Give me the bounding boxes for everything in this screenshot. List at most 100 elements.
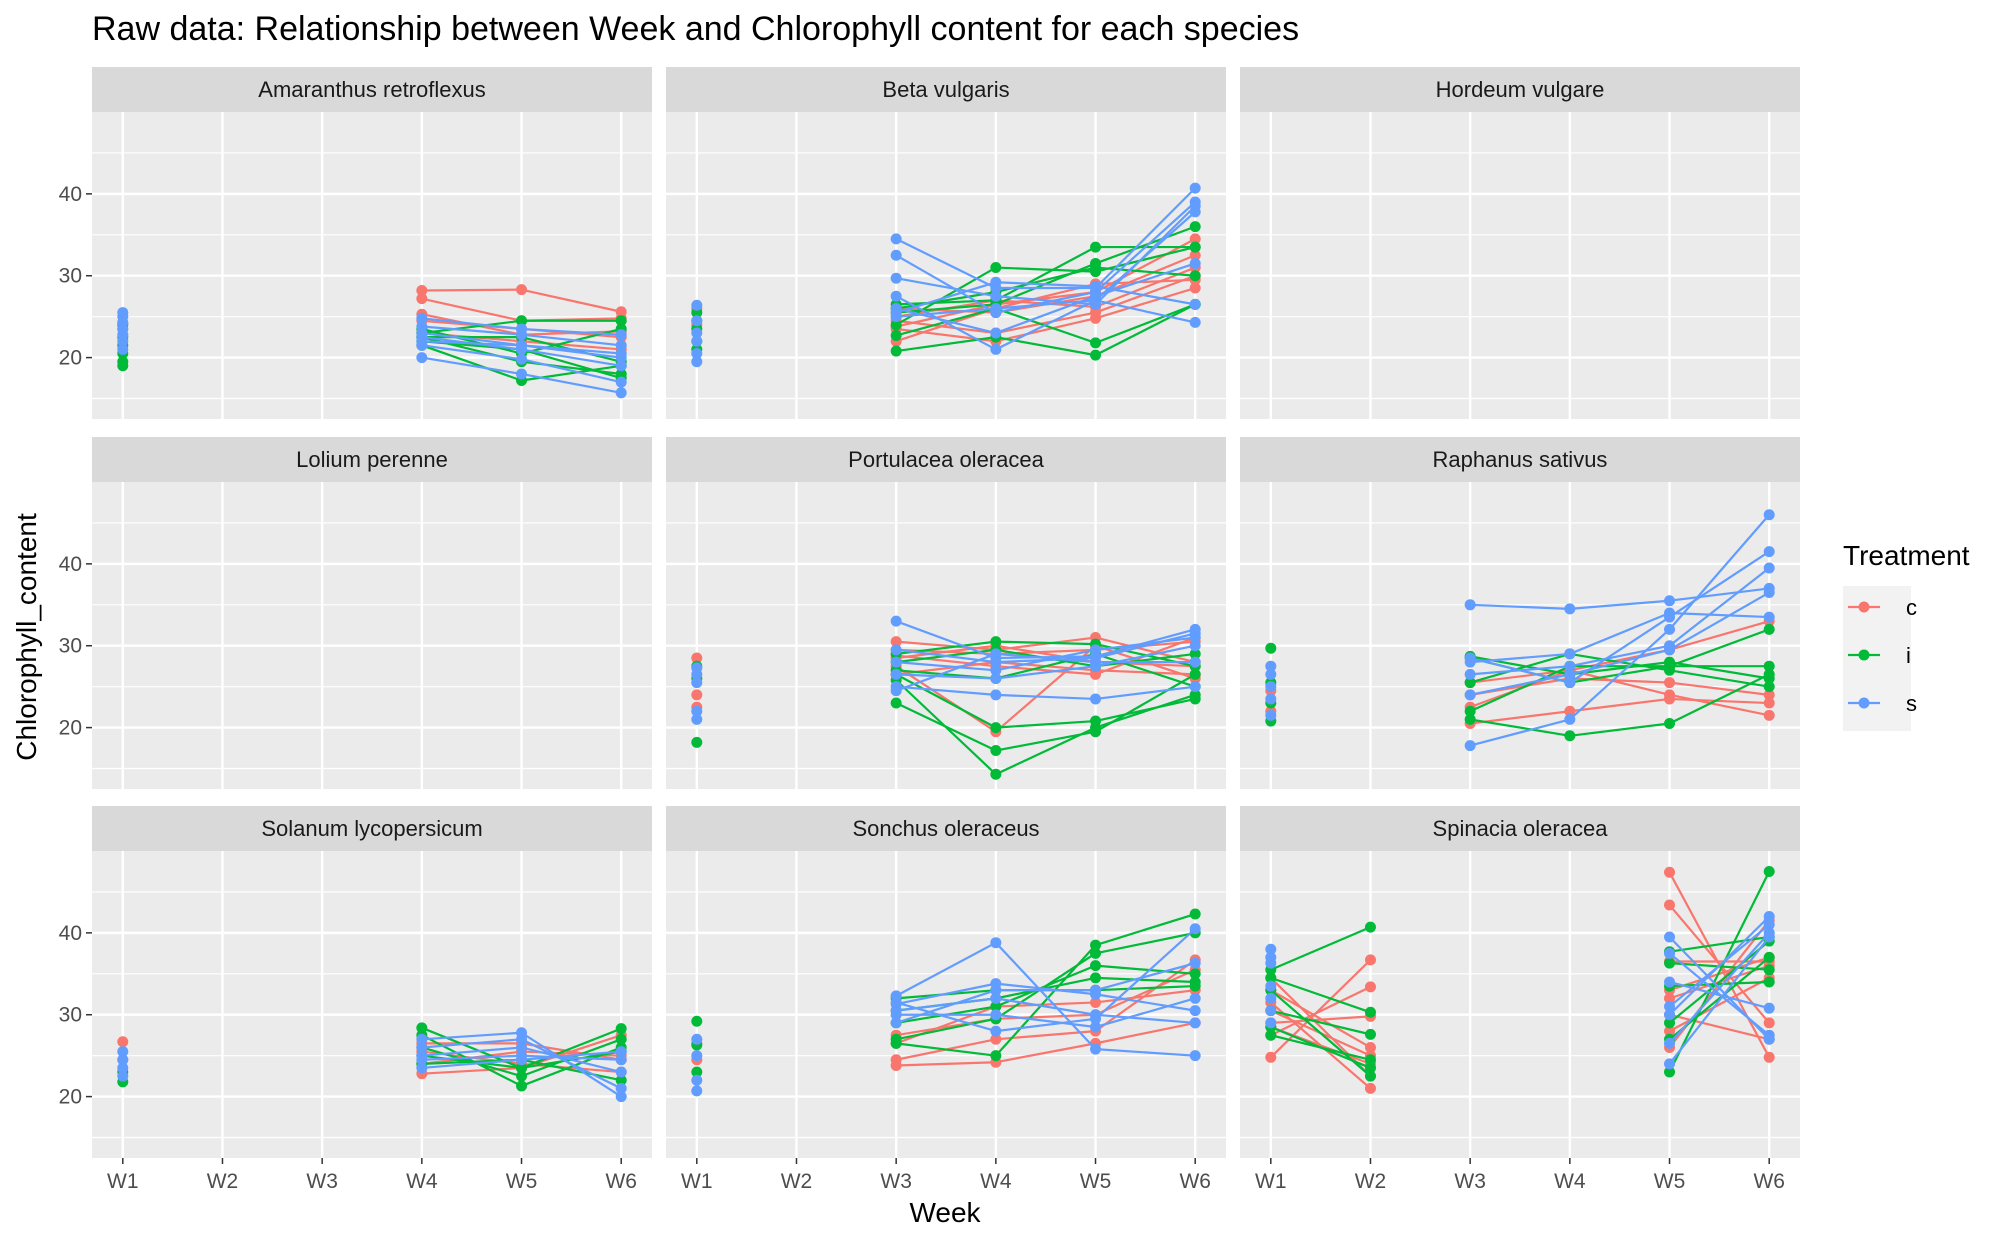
- data-point: [691, 677, 703, 689]
- series-line-segment: [1270, 1034, 1371, 1061]
- series-line-segment: [1270, 985, 1371, 1037]
- data-point: [1364, 981, 1376, 993]
- series-line-segment: [1569, 644, 1670, 668]
- series-line-segment: [1094, 211, 1196, 302]
- series-line-segment: [1669, 620, 1770, 651]
- data-point: [1763, 865, 1775, 877]
- data-point: [416, 1041, 428, 1053]
- data-point: [1189, 233, 1201, 245]
- series-line-segment: [896, 997, 996, 1012]
- series-line-segment: [521, 1027, 622, 1069]
- series-line-segment: [895, 295, 997, 351]
- y-tick-label: 20: [59, 1086, 82, 1109]
- data-point: [1090, 972, 1102, 984]
- series-line-segment: [521, 344, 622, 359]
- data-point: [516, 1054, 528, 1066]
- data-point: [990, 1033, 1002, 1045]
- plot-background: [666, 482, 1226, 789]
- data-point: [1664, 718, 1676, 730]
- series-s: [1265, 509, 1775, 752]
- series-line-segment: [1095, 262, 1196, 298]
- x-tick-label: W3: [306, 1170, 338, 1193]
- data-point: [1189, 221, 1201, 233]
- series-line-segment: [1095, 912, 1196, 947]
- y-tick-label: 20: [59, 717, 82, 740]
- data-point: [1090, 1021, 1102, 1033]
- data-point: [1763, 697, 1775, 709]
- data-point: [1189, 270, 1201, 282]
- data-point: [890, 319, 902, 331]
- series-line-segment: [995, 941, 1097, 1050]
- data-point: [416, 1033, 428, 1045]
- series-line-segment: [421, 344, 522, 361]
- data-point: [1564, 677, 1576, 689]
- data-point: [1265, 1029, 1277, 1041]
- data-point: [615, 1046, 627, 1058]
- series-line-segment: [421, 1054, 522, 1061]
- data-point: [1664, 931, 1676, 943]
- data-point: [1189, 693, 1201, 705]
- series-line-segment: [521, 1038, 622, 1090]
- chart-title: Raw data: Relationship between Week and …: [92, 10, 1299, 48]
- data-point: [1664, 957, 1676, 969]
- data-point: [1763, 623, 1775, 635]
- data-point: [890, 1009, 902, 1021]
- data-point: [890, 233, 902, 245]
- x-tick-label: W2: [781, 1170, 813, 1193]
- data-point: [416, 1054, 428, 1066]
- series-line-segment: [995, 652, 1096, 664]
- series-line-segment: [896, 673, 996, 680]
- data-point: [691, 1033, 703, 1045]
- data-point: [1664, 1025, 1676, 1037]
- y-tick-label: 30: [59, 265, 82, 288]
- series-line-segment: [521, 1058, 622, 1082]
- data-point: [990, 937, 1002, 949]
- data-point: [1664, 1037, 1676, 1049]
- data-point: [1763, 681, 1775, 693]
- data-point: [691, 299, 703, 311]
- series-line-segment: [1095, 632, 1196, 660]
- series-line-segment: [1668, 567, 1770, 647]
- data-point: [890, 615, 902, 627]
- series-line-segment: [895, 237, 997, 290]
- series-line-segment: [1668, 936, 1771, 1065]
- facet-strip: [666, 806, 1226, 851]
- series-line-segment: [1095, 968, 1196, 1016]
- series-line-segment: [1095, 1048, 1196, 1057]
- series-line-segment: [1270, 977, 1372, 1077]
- data-point: [1265, 709, 1277, 721]
- data-point: [1564, 668, 1576, 680]
- facet-strip-label: Beta vulgaris: [882, 77, 1009, 102]
- series-line-segment: [896, 685, 996, 696]
- panel-beta-vulgaris: Beta vulgaris: [666, 67, 1226, 419]
- legend-item-c: c: [1848, 595, 1917, 620]
- series-line-segment: [895, 989, 997, 1024]
- data-point: [1090, 668, 1102, 680]
- facet-strip: [1240, 806, 1800, 851]
- data-point: [1763, 1051, 1775, 1063]
- series-line-segment: [1669, 628, 1770, 668]
- series-line-segment: [995, 291, 1096, 306]
- series-line-segment: [1669, 673, 1770, 725]
- data-point: [990, 664, 1002, 676]
- data-point: [516, 1070, 528, 1082]
- series-line-segment: [421, 356, 522, 376]
- data-point: [1763, 611, 1775, 623]
- data-point: [990, 1025, 1002, 1037]
- data-point: [1664, 1017, 1676, 1029]
- series-line-segment: [995, 1042, 1096, 1064]
- y-axis-label: Chlorophyll_content: [11, 513, 42, 761]
- series-line-segment: [895, 982, 997, 1006]
- panel-portulacea-oleracea: Portulacea oleracea: [666, 437, 1226, 789]
- data-point: [416, 293, 428, 305]
- series-line-segment: [1095, 303, 1196, 357]
- series-line-segment: [1669, 980, 1770, 1010]
- series-line-segment: [521, 358, 622, 384]
- data-point: [1265, 1017, 1277, 1029]
- series-line-segment: [895, 281, 997, 314]
- series-line-segment: [1569, 669, 1670, 696]
- series-s: [117, 307, 627, 399]
- series-line-segment: [1569, 628, 1671, 721]
- series-line-segment: [895, 941, 997, 997]
- series-line-segment: [1669, 611, 1770, 619]
